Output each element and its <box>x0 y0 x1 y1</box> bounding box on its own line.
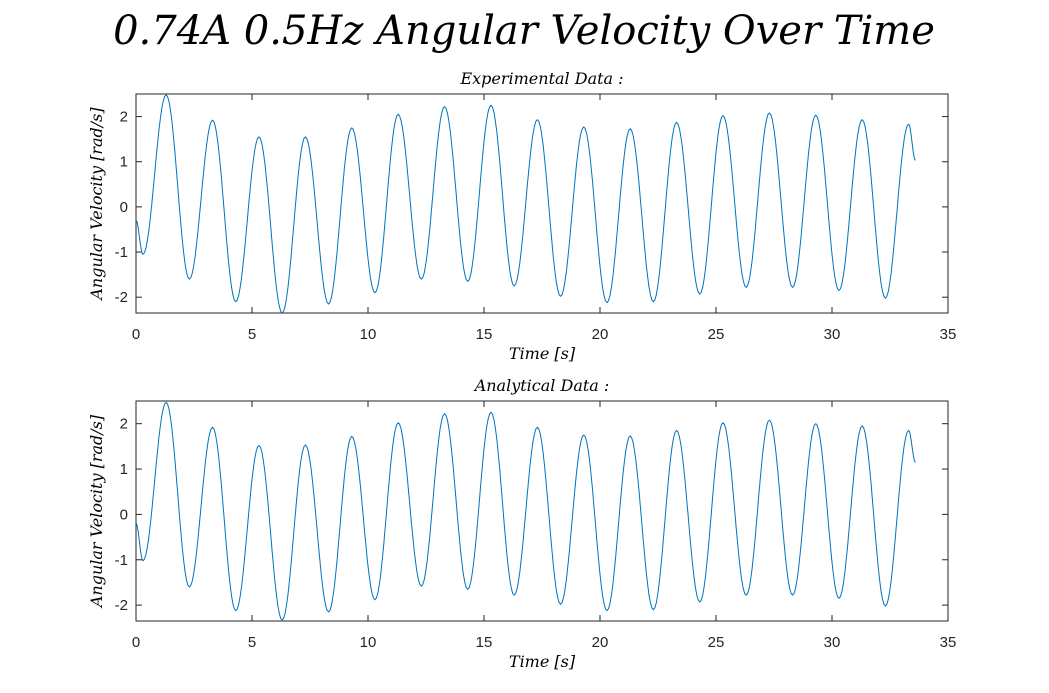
y-tick-label: 2 <box>120 109 128 126</box>
x-tick-label: 35 <box>940 326 957 343</box>
x-tick-label: 0 <box>132 326 140 343</box>
y-tick-label: 0 <box>120 199 128 216</box>
x-tick-label: 15 <box>476 326 493 343</box>
y-tick-label: -1 <box>115 244 128 261</box>
y-tick-label: 1 <box>120 461 128 478</box>
plot-frame <box>135 400 949 622</box>
x-tick-label: 5 <box>248 326 256 343</box>
x-tick-label: 30 <box>824 326 841 343</box>
axes-title: Experimental Data : <box>459 69 623 88</box>
y-tick-label: -1 <box>115 552 128 569</box>
x-tick-label: 0 <box>132 634 140 651</box>
analytical-data-axes: Analytical Data : 0 5 10 15 20 25 30 35 -2 -1 0 1 2 Ti… <box>87 376 956 671</box>
x-tick-label: 5 <box>248 634 256 651</box>
y-tick-label: 0 <box>120 506 128 523</box>
series-line <box>135 94 916 314</box>
figure-title: 0.74A 0.5Hz Angular Velocity Over Time <box>113 8 935 54</box>
x-axis-label: Time [s] <box>509 344 576 363</box>
axes-title: Analytical Data : <box>473 376 610 395</box>
plot-frame <box>135 93 949 314</box>
x-tick-label: 25 <box>708 634 725 651</box>
y-tick-label: 1 <box>120 154 128 171</box>
experimental-data-axes: Experimental Data : 0 5 10 15 20 25 30 35 -2 -1 0 1 2… <box>87 69 956 363</box>
x-axis-label: Time [s] <box>509 652 576 671</box>
y-tick-label: -2 <box>115 597 128 614</box>
y-axis-label: Angular Velocity [rad/s] <box>87 414 106 609</box>
x-tick-label: 10 <box>360 326 377 343</box>
y-axis-label: Angular Velocity [rad/s] <box>87 107 106 302</box>
x-tick-label: 15 <box>476 634 493 651</box>
x-tick-label: 20 <box>592 634 609 651</box>
x-tick-label: 20 <box>592 326 609 343</box>
x-tick-label: 35 <box>940 634 957 651</box>
x-tick-label: 25 <box>708 326 725 343</box>
x-tick-label: 30 <box>824 634 841 651</box>
y-tick-label: 2 <box>120 416 128 433</box>
y-tick-label: -2 <box>115 289 128 306</box>
series-line <box>135 401 916 621</box>
x-tick-label: 10 <box>360 634 377 651</box>
